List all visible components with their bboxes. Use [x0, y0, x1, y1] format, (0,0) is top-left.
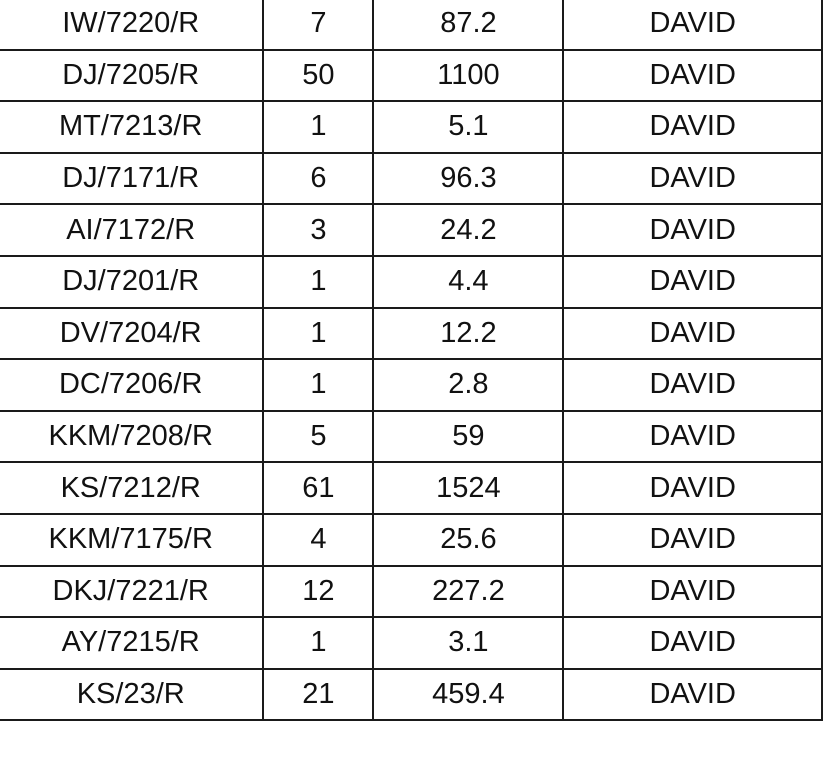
cell-weight[interactable]: 25.6 — [372, 512, 565, 567]
cell-name[interactable]: DAVID — [562, 667, 823, 722]
cell-name[interactable]: DAVID — [562, 151, 823, 206]
cell-code[interactable]: DJ/7205/R — [0, 48, 265, 103]
cell-name[interactable]: DAVID — [562, 48, 823, 103]
cell-name[interactable]: DAVID — [562, 100, 823, 154]
table-row: AY/7215/R 1 3.1 DAVID — [0, 616, 823, 670]
cell-weight[interactable]: 87.2 — [372, 0, 565, 51]
cell-weight[interactable]: 227.2 — [372, 564, 565, 619]
cell-code[interactable]: AY/7215/R — [0, 616, 265, 670]
table-row: KS/23/R 21 459.4 DAVID — [0, 667, 823, 722]
cell-qty[interactable]: 1 — [262, 616, 375, 670]
cell-name[interactable]: DAVID — [562, 616, 823, 670]
cell-code[interactable]: DJ/7201/R — [0, 254, 265, 309]
table-row: MT/7213/R 1 5.1 DAVID — [0, 100, 823, 154]
cell-qty[interactable]: 4 — [262, 512, 375, 567]
cell-weight[interactable]: 3.1 — [372, 616, 565, 670]
cell-qty[interactable]: 1 — [262, 306, 375, 361]
cell-name[interactable]: DAVID — [562, 0, 823, 51]
cell-weight[interactable]: 59 — [372, 409, 565, 464]
table-row: KS/7212/R 61 1524 DAVID — [0, 461, 823, 515]
cell-code[interactable]: IW/7220/R — [0, 0, 265, 51]
cell-name[interactable]: DAVID — [562, 512, 823, 567]
cell-name[interactable]: DAVID — [562, 409, 823, 464]
cell-qty[interactable]: 7 — [262, 0, 375, 51]
cell-name[interactable]: DAVID — [562, 564, 823, 619]
table-row: IW/7220/R 7 87.2 DAVID — [0, 0, 823, 51]
cell-weight[interactable]: 5.1 — [372, 100, 565, 154]
cell-qty[interactable]: 6 — [262, 151, 375, 206]
table-row: KKM/7175/R 4 25.6 DAVID — [0, 512, 823, 567]
cell-weight[interactable]: 459.4 — [372, 667, 565, 722]
cell-name[interactable]: DAVID — [562, 254, 823, 309]
table-row: DJ/7171/R 6 96.3 DAVID — [0, 151, 823, 206]
table-row: KKM/7208/R 5 59 DAVID — [0, 409, 823, 464]
cell-code[interactable]: KS/23/R — [0, 667, 265, 722]
table-row: DV/7204/R 1 12.2 DAVID — [0, 306, 823, 361]
cell-name[interactable]: DAVID — [562, 461, 823, 515]
cell-weight[interactable]: 24.2 — [372, 203, 565, 257]
cell-code[interactable]: MT/7213/R — [0, 100, 265, 154]
cell-weight[interactable]: 12.2 — [372, 306, 565, 361]
table-row: DC/7206/R 1 2.8 DAVID — [0, 358, 823, 412]
cell-qty[interactable]: 1 — [262, 358, 375, 412]
cell-code[interactable]: AI/7172/R — [0, 203, 265, 257]
cell-weight[interactable]: 2.8 — [372, 358, 565, 412]
cell-qty[interactable]: 5 — [262, 409, 375, 464]
cell-name[interactable]: DAVID — [562, 203, 823, 257]
cell-qty[interactable]: 12 — [262, 564, 375, 619]
cell-weight[interactable]: 1100 — [372, 48, 565, 103]
cell-name[interactable]: DAVID — [562, 306, 823, 361]
table-row: DJ/7205/R 50 1100 DAVID — [0, 48, 823, 103]
data-table: IW/7220/R 7 87.2 DAVID DJ/7205/R 50 1100… — [0, 0, 823, 722]
cell-qty[interactable]: 1 — [262, 254, 375, 309]
cell-qty[interactable]: 61 — [262, 461, 375, 515]
cell-weight[interactable]: 1524 — [372, 461, 565, 515]
table-row: DJ/7201/R 1 4.4 DAVID — [0, 254, 823, 309]
cell-qty[interactable]: 21 — [262, 667, 375, 722]
cell-code[interactable]: DKJ/7221/R — [0, 564, 265, 619]
cell-qty[interactable]: 50 — [262, 48, 375, 103]
cell-code[interactable]: KKM/7175/R — [0, 512, 265, 567]
cell-code[interactable]: KS/7212/R — [0, 461, 265, 515]
cell-qty[interactable]: 1 — [262, 100, 375, 154]
cell-code[interactable]: DV/7204/R — [0, 306, 265, 361]
table-row: AI/7172/R 3 24.2 DAVID — [0, 203, 823, 257]
cell-weight[interactable]: 4.4 — [372, 254, 565, 309]
cell-weight[interactable]: 96.3 — [372, 151, 565, 206]
cell-code[interactable]: DJ/7171/R — [0, 151, 265, 206]
table-row: DKJ/7221/R 12 227.2 DAVID — [0, 564, 823, 619]
cell-name[interactable]: DAVID — [562, 358, 823, 412]
cell-code[interactable]: DC/7206/R — [0, 358, 265, 412]
cell-code[interactable]: KKM/7208/R — [0, 409, 265, 464]
cell-qty[interactable]: 3 — [262, 203, 375, 257]
